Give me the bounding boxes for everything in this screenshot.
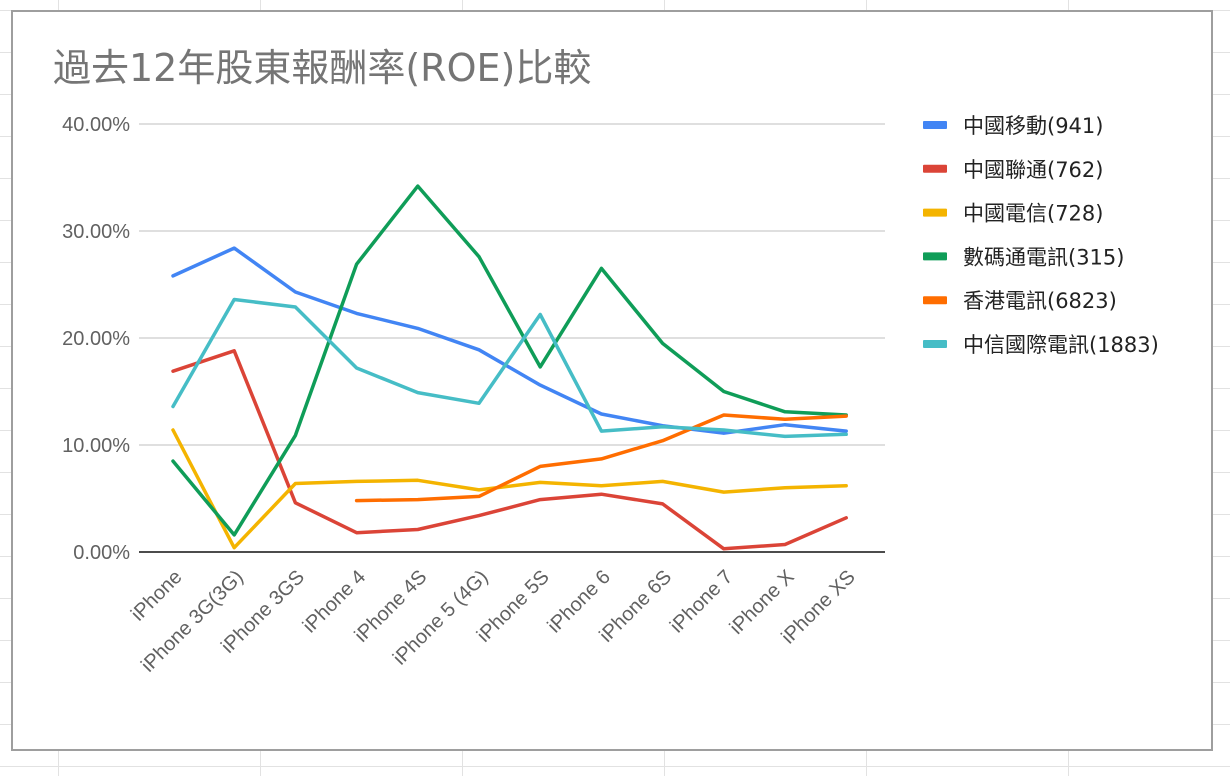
legend-label: 中國移動(941)	[963, 114, 1103, 138]
legend-swatch	[923, 121, 947, 129]
grid-layer	[139, 123, 885, 553]
y-tick-label: 20.00%	[62, 328, 130, 350]
y-axis: 0.00% 10.00% 20.00% 30.00% 40.00%	[62, 114, 130, 564]
series-line-2	[171, 428, 848, 550]
legend-label: 香港電訊(6823)	[963, 289, 1117, 313]
y-tick-label: 0.00%	[73, 542, 130, 564]
series-line-4	[354, 413, 848, 503]
legend-swatch	[923, 340, 947, 348]
legend-swatch	[923, 208, 947, 217]
legend-swatch	[923, 164, 947, 173]
x-tick-label: iPhone 7	[666, 566, 737, 637]
legend-label: 中國電信(728)	[963, 202, 1103, 226]
series-line-1	[171, 349, 848, 551]
y-tick-label: 10.00%	[62, 435, 130, 457]
chart-title: 過去12年股東報酬率(ROE)比較	[53, 46, 591, 90]
legend-swatch	[923, 252, 947, 261]
legend-swatch	[923, 296, 947, 305]
y-tick-label: 40.00%	[62, 114, 130, 136]
series-line-5	[171, 297, 848, 439]
legend: 中國移動(941) 中國聯通(762) 中國電信(728) 數碼通電訊(315) 香港電…	[923, 114, 1159, 357]
legend-label: 中國聯通(762)	[963, 158, 1103, 182]
series-layer	[171, 184, 848, 551]
legend-label: 中信國際電訊(1883)	[963, 333, 1159, 357]
series-line-0	[171, 246, 848, 435]
series-line-3	[171, 184, 848, 537]
legend-label: 數碼通電訊(315)	[963, 245, 1124, 269]
y-tick-label: 30.00%	[62, 221, 130, 243]
chart-card: 過去12年股東報酬率(ROE)比較 0.00% 10.00% 20.00% 30.00…	[11, 10, 1213, 751]
x-tick-label: iPhone	[127, 566, 187, 626]
line-chart: 過去12年股東報酬率(ROE)比較 0.00% 10.00% 20.00% 30.00…	[53, 46, 1159, 677]
